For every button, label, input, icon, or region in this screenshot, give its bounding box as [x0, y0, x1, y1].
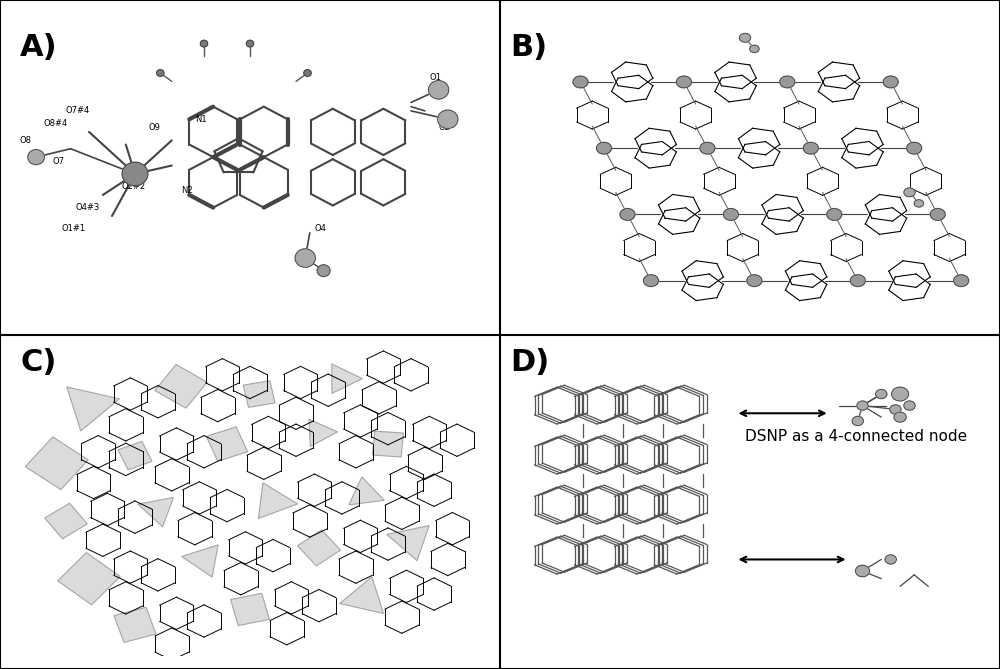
Circle shape — [894, 412, 906, 422]
Circle shape — [620, 209, 635, 220]
Circle shape — [700, 142, 715, 154]
Polygon shape — [297, 530, 341, 566]
Circle shape — [676, 76, 691, 88]
Text: C): C) — [20, 348, 56, 377]
Circle shape — [304, 70, 311, 76]
Circle shape — [876, 389, 887, 399]
Circle shape — [930, 209, 945, 220]
Circle shape — [596, 142, 612, 154]
Circle shape — [428, 80, 449, 99]
Circle shape — [723, 209, 738, 220]
Circle shape — [885, 555, 896, 564]
Polygon shape — [231, 593, 269, 626]
Circle shape — [747, 275, 762, 286]
Polygon shape — [309, 419, 338, 446]
Circle shape — [907, 142, 922, 154]
Circle shape — [643, 275, 659, 286]
Circle shape — [28, 150, 44, 165]
Polygon shape — [114, 607, 156, 642]
Polygon shape — [349, 477, 384, 505]
Text: O2: O2 — [439, 123, 450, 132]
Text: D): D) — [510, 348, 549, 377]
Text: N2: N2 — [181, 186, 193, 195]
Circle shape — [200, 40, 208, 47]
Circle shape — [890, 405, 901, 414]
Circle shape — [295, 249, 315, 268]
Circle shape — [317, 265, 330, 276]
Polygon shape — [118, 442, 152, 470]
Text: O4#3: O4#3 — [75, 203, 99, 212]
Text: O1#1: O1#1 — [61, 224, 86, 233]
Polygon shape — [340, 577, 384, 613]
Circle shape — [904, 401, 915, 410]
Text: O8#4: O8#4 — [43, 119, 67, 128]
Circle shape — [857, 401, 868, 410]
Circle shape — [914, 199, 924, 207]
Polygon shape — [25, 437, 88, 490]
Circle shape — [954, 275, 969, 286]
Circle shape — [780, 76, 795, 88]
Polygon shape — [206, 427, 248, 462]
Circle shape — [850, 275, 865, 286]
Polygon shape — [182, 545, 218, 577]
Text: B): B) — [510, 33, 547, 62]
Polygon shape — [67, 387, 119, 431]
Polygon shape — [243, 381, 275, 407]
Text: O4: O4 — [314, 224, 326, 233]
Polygon shape — [138, 498, 174, 527]
Polygon shape — [372, 431, 404, 457]
Circle shape — [750, 45, 759, 52]
Text: O2#2: O2#2 — [121, 182, 145, 191]
Circle shape — [573, 76, 588, 88]
Polygon shape — [258, 483, 298, 518]
Circle shape — [883, 76, 898, 88]
Circle shape — [904, 188, 915, 197]
Polygon shape — [45, 503, 87, 539]
Text: O1: O1 — [429, 73, 441, 82]
Text: DSNP as a 4-connected node: DSNP as a 4-connected node — [745, 429, 967, 444]
Circle shape — [246, 40, 254, 47]
Circle shape — [438, 110, 458, 128]
Circle shape — [122, 162, 148, 186]
Circle shape — [739, 33, 751, 42]
Circle shape — [852, 416, 863, 425]
Text: O7#4: O7#4 — [66, 106, 90, 115]
Text: O9: O9 — [149, 123, 161, 132]
Polygon shape — [58, 553, 120, 605]
Circle shape — [855, 565, 870, 577]
Polygon shape — [155, 365, 207, 408]
Circle shape — [157, 70, 164, 76]
Text: O8: O8 — [20, 136, 32, 145]
Polygon shape — [332, 364, 362, 393]
Text: N1: N1 — [195, 115, 206, 124]
Text: O7: O7 — [52, 157, 64, 166]
Circle shape — [803, 142, 818, 154]
Polygon shape — [387, 526, 429, 561]
Circle shape — [892, 387, 909, 401]
Text: A): A) — [20, 33, 58, 62]
Circle shape — [827, 209, 842, 220]
